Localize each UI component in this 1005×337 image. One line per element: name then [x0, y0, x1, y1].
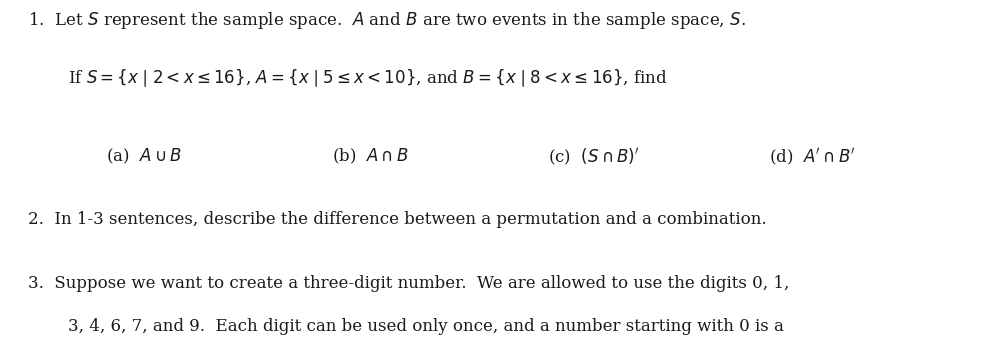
Text: 3.  Suppose we want to create a three-digit number.  We are allowed to use the d: 3. Suppose we want to create a three-dig…: [28, 275, 790, 292]
Text: (c)  $(S \cap B)'$: (c) $(S \cap B)'$: [548, 147, 639, 168]
Text: (a)  $A \cup B$: (a) $A \cup B$: [106, 147, 181, 166]
Text: 2.  In 1-3 sentences, describe the difference between a permutation and a combin: 2. In 1-3 sentences, describe the differ…: [28, 211, 767, 227]
Text: 1.  Let $S$ represent the sample space.  $A$ and $B$ are two events in the sampl: 1. Let $S$ represent the sample space. $…: [28, 10, 746, 31]
Text: (b)  $A \cap B$: (b) $A \cap B$: [332, 147, 408, 166]
Text: 3, 4, 6, 7, and 9.  Each digit can be used only once, and a number starting with: 3, 4, 6, 7, and 9. Each digit can be use…: [68, 318, 784, 335]
Text: (d)  $A' \cap B'$: (d) $A' \cap B'$: [769, 147, 855, 168]
Text: If $S = \{x \mid 2 < x \leq 16\}$, $A = \{x \mid 5 \leq x < 10\}$, and $B = \{x : If $S = \{x \mid 2 < x \leq 16\}$, $A = …: [68, 67, 668, 89]
